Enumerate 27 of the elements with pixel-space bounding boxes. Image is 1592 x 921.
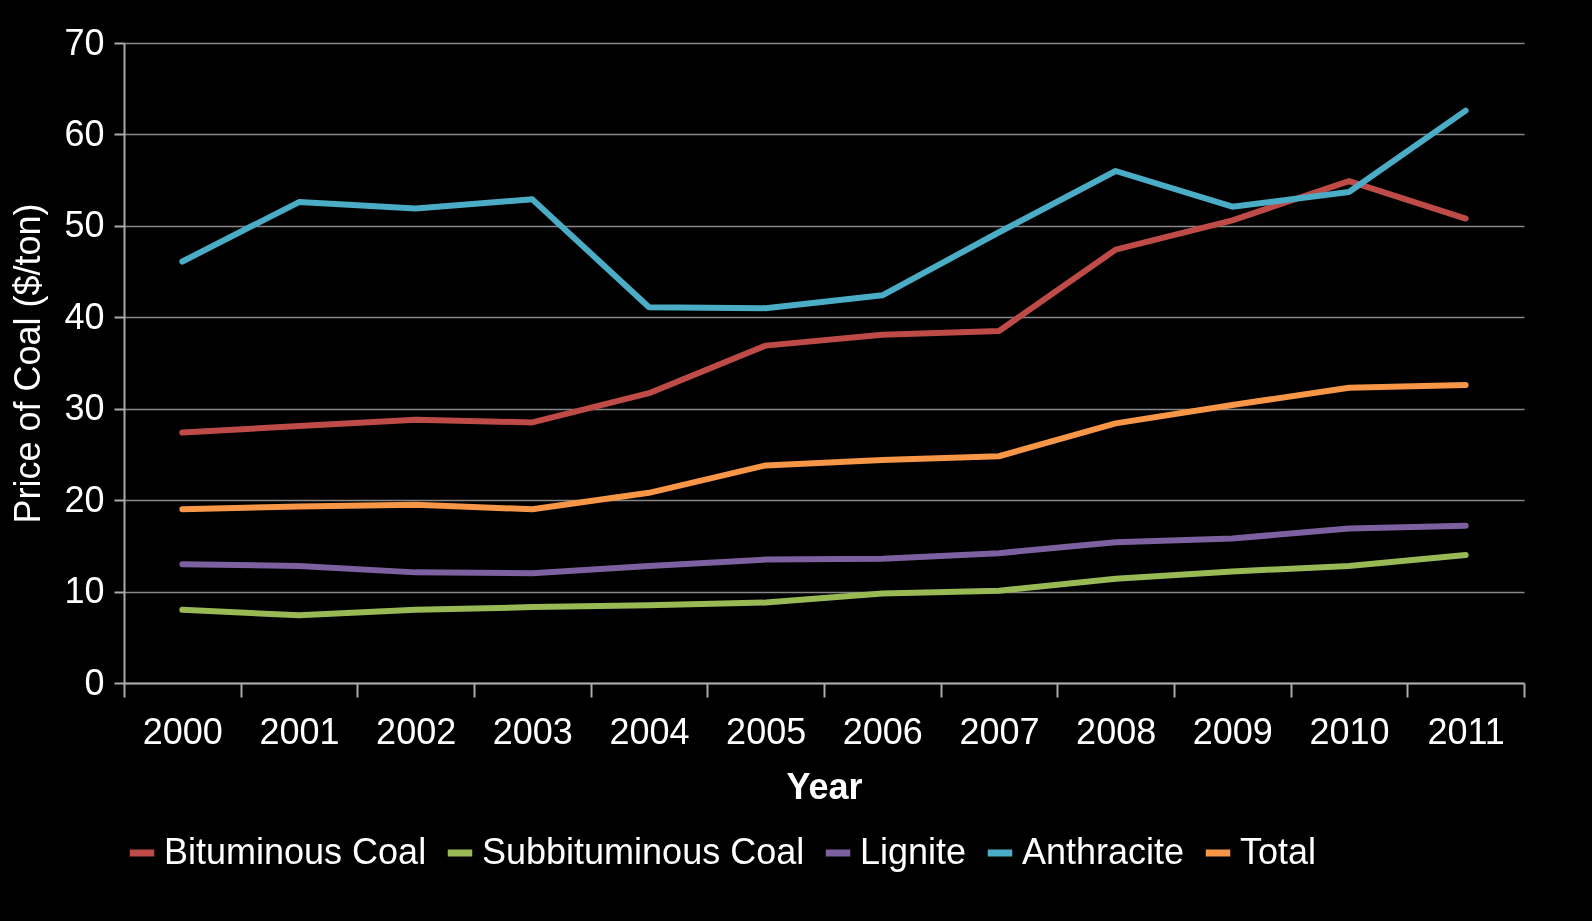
y-tick-label: 40 [64, 295, 105, 337]
legend-label: Lignite [860, 831, 967, 872]
x-tick-label: 2001 [259, 710, 340, 752]
y-axis-title: Price of Coal ($/ton) [7, 203, 49, 524]
x-axis-title: Year [786, 765, 863, 807]
x-tick-label: 2009 [1192, 710, 1273, 752]
y-tick-label: 70 [64, 21, 105, 63]
legend-label: Bituminous Coal [164, 831, 427, 872]
y-tick-label: 60 [64, 112, 105, 154]
legend-label: Total [1240, 831, 1317, 872]
x-tick-label: 2000 [142, 710, 223, 752]
y-tick-label: 30 [64, 387, 105, 429]
x-tick-label: 2006 [842, 710, 923, 752]
y-tick-label: 50 [64, 204, 105, 246]
x-tick-label: 2004 [609, 710, 690, 752]
x-tick-label: 2002 [376, 710, 457, 752]
x-tick-label: 2003 [492, 710, 573, 752]
y-tick-label: 20 [64, 478, 105, 520]
x-tick-label: 2008 [1076, 710, 1157, 752]
legend-label: Anthracite [1022, 831, 1185, 872]
x-tick-label: 2005 [726, 710, 807, 752]
x-tick-label: 2007 [959, 710, 1040, 752]
y-tick-label: 10 [64, 570, 105, 612]
x-tick-label: 2010 [1309, 710, 1390, 752]
legend-label: Subbituminous Coal [482, 831, 805, 872]
y-tick-label: 0 [84, 661, 105, 703]
x-tick-label: 2011 [1427, 710, 1505, 752]
